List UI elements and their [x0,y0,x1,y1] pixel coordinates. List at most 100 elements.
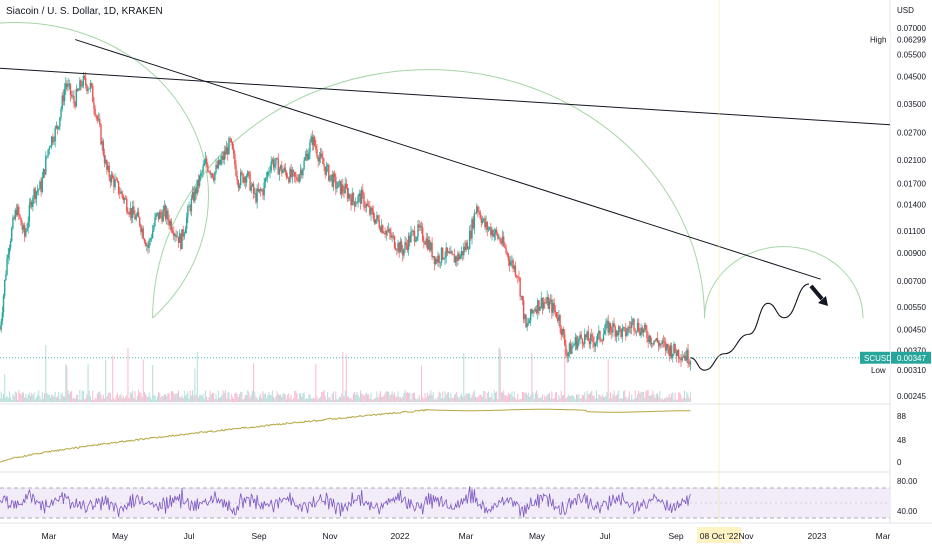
volume-bar [247,390,249,402]
volume-bar [660,399,662,402]
volume-bar [179,396,181,402]
volume-bar [341,393,343,402]
volume-bar [571,395,573,402]
volume-bar [67,390,69,402]
candle-body [458,253,460,260]
last-price-value: 0.00347 [897,354,926,363]
candle-body [471,219,473,239]
volume-bar [466,393,468,402]
candle-body [364,207,366,208]
volume-bar [367,394,369,402]
candle-body [423,240,425,244]
volume-bar [304,399,306,402]
volume-bar [541,394,543,402]
candle-body [194,188,196,202]
candle-body [265,177,268,179]
volume-bar [173,393,175,402]
candle-body [297,180,299,182]
volume-bar [47,394,49,402]
volume-bar [91,399,93,402]
candle-body [171,230,174,233]
volume-bar [295,390,297,402]
volume-bar [102,394,104,402]
volume-bar [101,398,103,402]
volume-bar [213,392,215,402]
candle-body [285,171,288,178]
volume-bar [390,394,392,402]
volume-bar [664,398,666,402]
volume-bar [384,392,386,402]
candle-body [531,309,533,313]
candle-body [56,125,59,129]
candle-body [514,265,517,276]
volume-bar [450,392,452,402]
candle-body [348,193,350,199]
candle-body [380,225,383,232]
volume-bar [570,396,572,402]
candle-body [639,331,641,336]
candle-body [598,330,600,335]
candle-body [470,230,472,239]
volume-bar [464,395,466,402]
candle-body [7,254,9,259]
candle-body [503,236,505,246]
candle-body [426,238,429,249]
candle-body [666,344,668,351]
volume-bar [688,398,690,402]
volume-bar [487,391,489,402]
volume-bar [270,395,272,402]
volume-bar [48,394,50,402]
candle-body [544,302,546,304]
candle-body [81,85,83,87]
volume-bar [267,395,269,402]
candle-body [175,234,177,237]
volume-bar [33,392,35,402]
volume-bar [94,398,96,402]
volume-bar [166,396,168,402]
volume-bar [161,395,163,402]
volume-bar [58,392,60,402]
price-tick-label: 0.01100 [897,227,926,236]
volume-bar [108,392,110,402]
volume-bar [302,393,304,402]
volume-bar [574,399,576,402]
volume-bar [24,397,26,402]
candle-body [316,149,318,157]
candle-body [112,174,114,179]
candle-body [65,83,67,90]
candle-body [607,320,609,333]
candle-body [317,156,319,162]
volume-bar [679,392,681,402]
candle-body [506,252,508,254]
candle-body [200,173,202,176]
date-highlight-bg [697,527,741,543]
volume-bar [75,394,77,402]
candle-body [322,157,324,164]
volume-bar [114,399,116,402]
volume-bar [467,393,469,402]
volume-bar [174,394,176,402]
volume-bar [579,398,581,402]
candle-body [27,221,29,229]
candle-body [231,142,234,150]
volume-bar [610,391,612,402]
candle-body [681,357,683,361]
volume-bar [230,394,232,402]
candle-body [402,249,404,256]
candle-body [338,180,341,182]
volume-bar [673,399,675,402]
candle-body [649,335,652,344]
volume-bar [220,397,222,402]
volume-bar [612,394,614,402]
candle-body [673,343,675,354]
volume-bar [655,393,657,402]
candle-body [195,188,197,194]
candle-body [139,217,141,226]
candle-body [268,171,270,173]
candle-body [9,240,12,248]
candle-body [74,103,76,107]
candle-body [640,327,642,336]
rsi-tick-label: 40.00 [897,507,918,516]
volume-bar [315,364,317,402]
